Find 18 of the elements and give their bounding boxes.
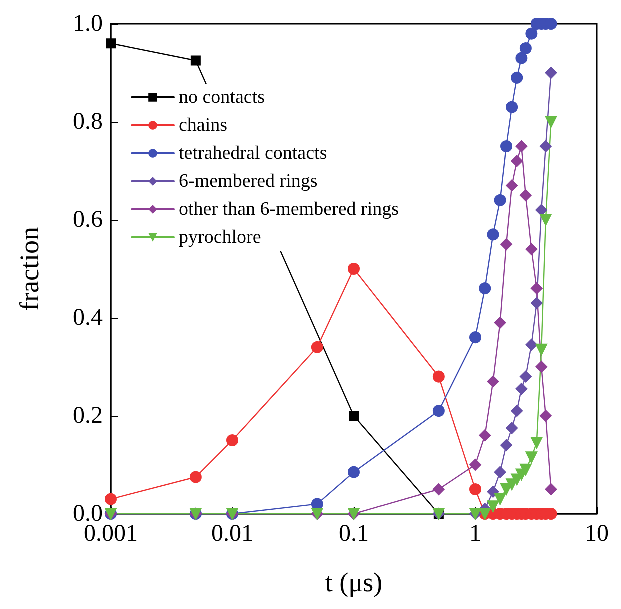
x-tick-label: 0.01 (212, 521, 254, 547)
x-axis-title: t (μs) (325, 568, 383, 598)
legend-label: other than 6-membered rings (179, 199, 400, 220)
y-tick-label: 0.2 (73, 403, 103, 429)
legend-label: pyrochlore (179, 227, 262, 248)
y-tick-label: 0.4 (73, 305, 103, 331)
legend-label: no contacts (179, 87, 266, 108)
y-tick-label: 1.0 (73, 11, 103, 37)
x-tick-label: 1 (470, 521, 482, 547)
legend-label: chains (179, 115, 228, 136)
legend-label: tetrahedral contacts (179, 143, 328, 164)
x-tick-label: 0.1 (339, 521, 369, 547)
legend-label: 6-membered rings (179, 171, 318, 192)
y-axis-title: fraction (14, 226, 44, 311)
x-tick-label: 0.001 (84, 521, 138, 547)
x-tick-label: 10 (585, 521, 609, 547)
y-tick-label: 0.8 (73, 109, 103, 135)
y-tick-label: 0.6 (73, 207, 103, 233)
